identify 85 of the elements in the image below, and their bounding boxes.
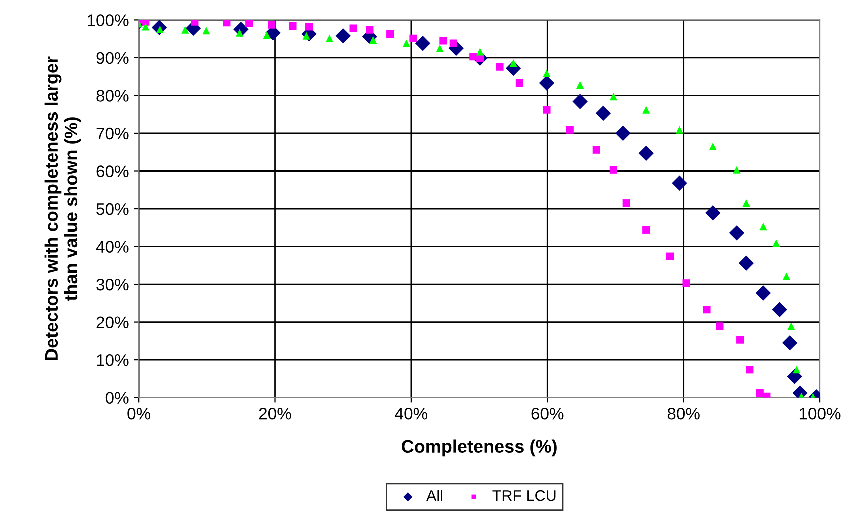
point [191, 20, 199, 26]
y-tick-label: 50% [96, 203, 129, 216]
y-tick-label: 90% [96, 52, 129, 64]
point [516, 79, 524, 88]
point [672, 176, 688, 191]
point [415, 36, 431, 52]
point [576, 81, 584, 89]
point [610, 93, 618, 101]
point [782, 272, 790, 280]
y-tick-label: 70% [96, 128, 129, 140]
point [772, 240, 780, 248]
legend-label: TRF LCU [492, 490, 556, 502]
point [616, 126, 631, 142]
y-tick-label: 10% [97, 354, 129, 366]
point [436, 44, 444, 52]
point [706, 206, 721, 221]
point [666, 252, 674, 260]
x-tick-label: 20% [259, 408, 292, 420]
point [543, 70, 551, 78]
point [742, 200, 750, 208]
y-tick-label: 60% [96, 166, 129, 178]
point [450, 40, 458, 48]
x-tick-label: 80% [668, 408, 700, 420]
point [336, 28, 351, 44]
point [787, 369, 802, 384]
point [543, 106, 551, 114]
point [638, 146, 654, 162]
point [386, 30, 394, 38]
point [642, 106, 650, 114]
point [596, 106, 612, 122]
point [510, 59, 518, 68]
x-tick-label: 40% [395, 408, 428, 420]
point [709, 142, 717, 151]
point [223, 20, 231, 27]
y-tick-label: 100% [88, 14, 129, 26]
point [760, 222, 768, 231]
point [402, 40, 410, 48]
point [729, 226, 745, 241]
point [738, 256, 754, 271]
point [703, 306, 711, 314]
point [592, 146, 600, 154]
point [263, 32, 271, 40]
y-tick-label: 80% [96, 90, 129, 102]
x-axis-title: Completeness (%) [402, 440, 557, 457]
point [496, 63, 504, 71]
point [682, 280, 690, 288]
point [539, 76, 555, 91]
point [756, 389, 764, 398]
point [610, 166, 618, 174]
point [306, 23, 314, 31]
point [782, 335, 798, 351]
point [716, 322, 724, 330]
point [733, 166, 741, 174]
y-tick-label: 30% [96, 278, 129, 291]
point [142, 23, 150, 31]
point [440, 37, 448, 45]
y-tick-label: 0% [106, 392, 129, 404]
point [202, 26, 210, 35]
point [350, 24, 358, 32]
point [788, 322, 796, 330]
point [289, 22, 297, 30]
point [793, 366, 801, 374]
y-tick-label: 40% [96, 241, 129, 253]
y-tick-label: 20% [96, 316, 129, 329]
point [476, 48, 484, 56]
x-tick-label: 100% [800, 408, 841, 420]
point [736, 336, 744, 344]
point [566, 126, 574, 134]
point [772, 302, 788, 318]
y-axis-title: Detectors with completeness larger than value shown (%) [44, 56, 82, 360]
legend-label: All [426, 490, 442, 502]
point [642, 226, 650, 234]
point [572, 94, 588, 110]
point [268, 21, 276, 29]
x-tick-label: 60% [532, 408, 564, 420]
x-tick-label: 0% [128, 408, 151, 420]
point [246, 20, 254, 28]
point [746, 366, 754, 374]
point [756, 286, 772, 301]
point [410, 34, 418, 43]
point [366, 26, 374, 34]
point [622, 200, 630, 208]
point [676, 126, 684, 134]
point [326, 34, 334, 43]
point [182, 26, 190, 34]
